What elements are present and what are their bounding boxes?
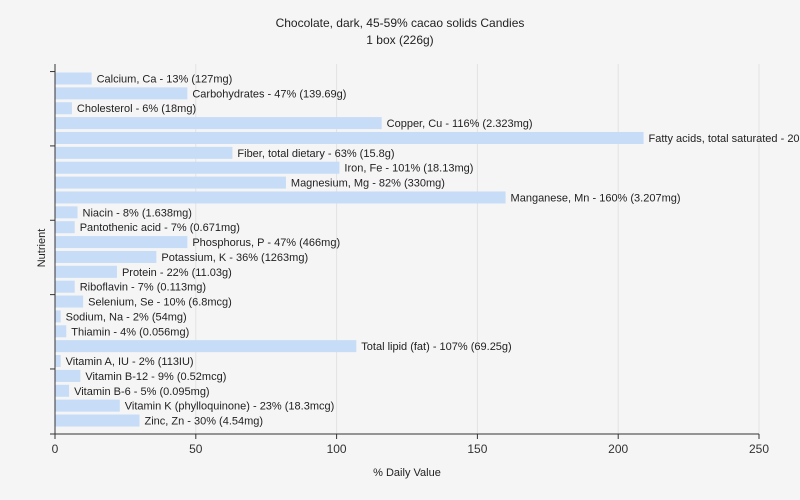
- bar: [55, 131, 644, 144]
- bar: [55, 325, 67, 338]
- bar-label: Thiamin - 4% (0.056mg): [71, 326, 189, 338]
- bar-label: Calcium, Ca - 13% (127mg): [97, 74, 233, 86]
- bar-label: Vitamin A, IU - 2% (113IU): [66, 356, 194, 368]
- bar-label: Iron, Fe - 101% (18.13mg): [344, 163, 473, 175]
- bar: [55, 161, 340, 174]
- bar-label: Magnesium, Mg - 82% (330mg): [291, 178, 445, 190]
- axes: 0 50 100 150 200 250: [50, 64, 769, 456]
- bar-label: Sodium, Na - 2% (54mg): [66, 311, 187, 323]
- bar-label: Total lipid (fat) - 107% (69.25g): [361, 341, 511, 353]
- chart-subtitle: 1 box (226g): [366, 33, 433, 47]
- bar: [55, 265, 117, 278]
- x-tick-label: 200: [608, 442, 628, 456]
- bar: [55, 206, 78, 219]
- bar-label: Fatty acids, total saturated - 209% (41.…: [649, 133, 800, 145]
- x-tick-label: 50: [189, 442, 203, 456]
- x-tick-label: 250: [749, 442, 769, 456]
- bar-label: Vitamin K (phylloquinone) - 23% (18.3mcg…: [125, 401, 335, 413]
- bar: [55, 414, 140, 427]
- bar-label: Niacin - 8% (1.638mg): [83, 207, 192, 219]
- y-axis-label: Nutrient: [36, 229, 48, 268]
- bar: [55, 310, 61, 323]
- bar-label: Selenium, Se - 10% (6.8mcg): [88, 297, 232, 309]
- bar-label: Carbohydrates - 47% (139.69g): [192, 88, 346, 100]
- bar: [55, 102, 72, 115]
- chart-title: Chocolate, dark, 45-59% cacao solids Can…: [276, 16, 525, 30]
- bar: [55, 176, 286, 189]
- bar: [55, 340, 357, 353]
- bar: [55, 72, 92, 85]
- bar: [55, 236, 188, 249]
- bar-label: Copper, Cu - 116% (2.323mg): [387, 118, 533, 130]
- bar: [55, 355, 61, 368]
- x-tick-label: 100: [327, 442, 347, 456]
- x-tick-label: 150: [467, 442, 487, 456]
- bar: [55, 87, 188, 100]
- x-tick-label: 0: [52, 442, 59, 456]
- bar: [55, 146, 233, 159]
- bar-label: Pantothenic acid - 7% (0.671mg): [80, 222, 240, 234]
- bar: [55, 117, 382, 130]
- bar: [55, 295, 84, 308]
- bar-label: Protein - 22% (11.03g): [122, 267, 232, 279]
- bar-label: Vitamin B-12 - 9% (0.52mcg): [85, 371, 226, 383]
- bar: [55, 399, 120, 412]
- bar: [55, 191, 506, 204]
- bars: Calcium, Ca - 13% (127mg) Carbohydrates -…: [55, 72, 800, 428]
- bar: [55, 280, 75, 293]
- bar-label: Cholesterol - 6% (18mg): [77, 103, 196, 115]
- bar: [55, 221, 75, 234]
- bar-label: Zinc, Zn - 30% (4.54mg): [144, 416, 263, 428]
- bar: [55, 384, 70, 397]
- bar-label: Riboflavin - 7% (0.113mg): [80, 282, 206, 294]
- bar-label: Potassium, K - 36% (1263mg): [161, 252, 308, 264]
- x-axis-label: % Daily Value: [373, 467, 441, 479]
- bar-label: Fiber, total dietary - 63% (15.8g): [237, 148, 394, 160]
- bar: [55, 369, 81, 382]
- bar-label: Vitamin B-6 - 5% (0.095mg): [74, 386, 210, 398]
- bar-label: Phosphorus, P - 47% (466mg): [192, 237, 340, 249]
- bar-label: Manganese, Mn - 160% (3.207mg): [511, 192, 681, 204]
- bar: [55, 250, 157, 263]
